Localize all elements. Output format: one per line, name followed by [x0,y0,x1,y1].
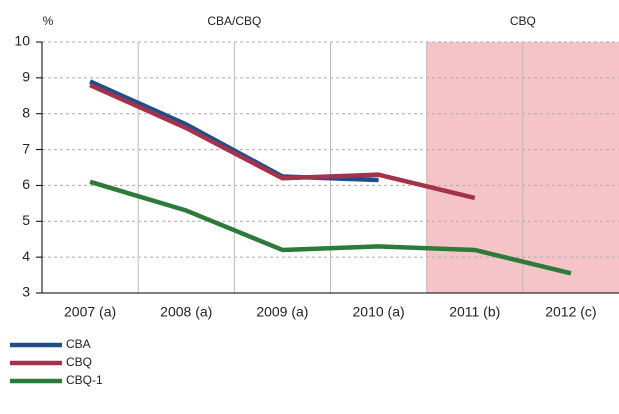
x-tick-label: 2007 (a) [64,304,116,320]
y-tick-label: 3 [22,284,30,300]
annotation: CBQ [510,14,536,28]
y-tick-label: 9 [22,69,30,85]
y-tick-label: 10 [14,33,30,49]
x-tick-label: 2011 (b) [449,304,500,320]
legend-label: CBA [66,337,91,351]
y-axis-label: % [43,14,54,28]
annotation: CBA/CBQ [207,14,261,28]
x-tick-label: 2008 (a) [160,304,212,320]
y-tick-label: 6 [22,176,30,192]
legend-label: CBQ-1 [66,373,103,387]
y-tick-label: 7 [22,140,30,156]
y-tick-label: 4 [22,248,30,264]
legend-label: CBQ [66,355,92,369]
series-line [89,82,476,201]
y-tick-label: 5 [22,212,30,228]
x-tick-label: 2009 (a) [256,304,308,320]
series-line [89,179,572,276]
y-tick-label: 8 [22,104,30,120]
x-tick-label: 2010 (a) [353,304,405,320]
x-tick-label: 2012 (c) [545,304,596,320]
